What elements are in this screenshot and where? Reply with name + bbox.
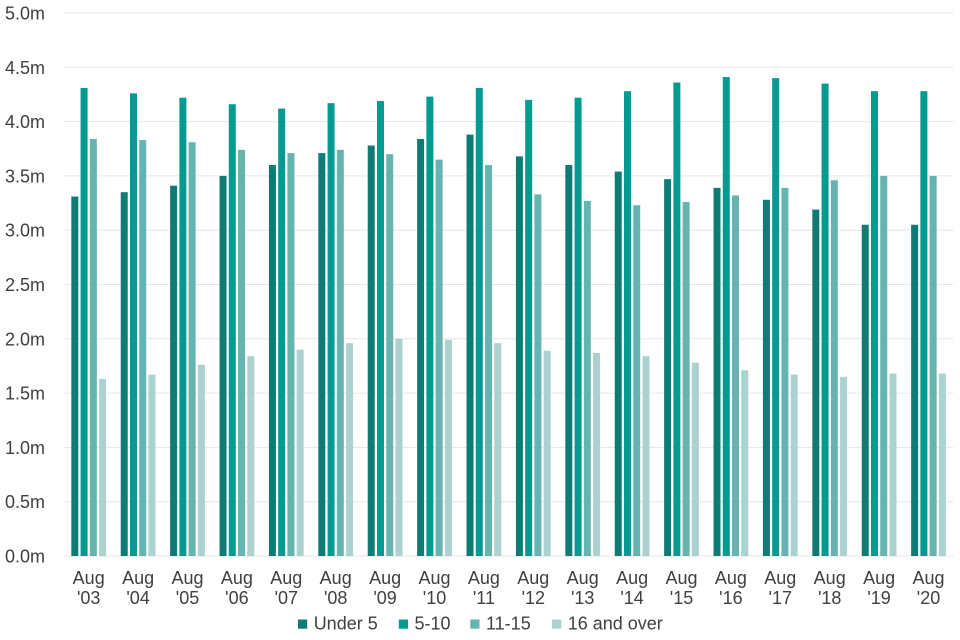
svg-text:Aug: Aug [517, 568, 549, 588]
svg-text:'06: '06 [225, 588, 248, 608]
svg-text:16 and over: 16 and over [568, 614, 663, 634]
svg-text:4.0m: 4.0m [5, 112, 45, 132]
svg-text:'13: '13 [571, 588, 594, 608]
svg-text:Aug: Aug [320, 568, 352, 588]
svg-text:'03: '03 [77, 588, 100, 608]
svg-text:Aug: Aug [665, 568, 697, 588]
svg-text:5-10: 5-10 [415, 614, 451, 634]
svg-text:'09: '09 [373, 588, 396, 608]
svg-text:Aug: Aug [764, 568, 796, 588]
svg-text:'04: '04 [126, 588, 149, 608]
svg-text:0.5m: 0.5m [5, 492, 45, 512]
svg-text:'14: '14 [620, 588, 643, 608]
svg-text:'19: '19 [867, 588, 890, 608]
svg-text:11-15: 11-15 [486, 614, 531, 634]
svg-text:Aug: Aug [616, 568, 648, 588]
svg-text:'20: '20 [917, 588, 940, 608]
svg-text:Aug: Aug [73, 568, 105, 588]
svg-text:'05: '05 [176, 588, 199, 608]
svg-text:1.0m: 1.0m [5, 438, 45, 458]
svg-text:Aug: Aug [171, 568, 203, 588]
svg-text:Aug: Aug [369, 568, 401, 588]
svg-text:1.5m: 1.5m [5, 384, 45, 404]
svg-text:Aug: Aug [912, 568, 944, 588]
svg-text:'11: '11 [473, 588, 495, 608]
svg-text:Aug: Aug [418, 568, 450, 588]
svg-text:Aug: Aug [122, 568, 154, 588]
svg-text:4.5m: 4.5m [5, 58, 45, 78]
svg-text:Aug: Aug [814, 568, 846, 588]
svg-text:Aug: Aug [567, 568, 599, 588]
svg-text:Aug: Aug [863, 568, 895, 588]
svg-text:2.0m: 2.0m [5, 329, 45, 349]
svg-text:'10: '10 [423, 588, 446, 608]
svg-text:'12: '12 [522, 588, 545, 608]
svg-text:'07: '07 [275, 588, 298, 608]
svg-text:'16: '16 [719, 588, 742, 608]
svg-text:'18: '18 [818, 588, 841, 608]
svg-text:3.5m: 3.5m [5, 166, 45, 186]
svg-text:Aug: Aug [468, 568, 500, 588]
svg-text:5.0m: 5.0m [5, 4, 45, 24]
svg-text:Aug: Aug [270, 568, 302, 588]
svg-text:2.5m: 2.5m [5, 275, 45, 295]
svg-text:'15: '15 [670, 588, 693, 608]
svg-text:'17: '17 [769, 588, 792, 608]
svg-text:0.0m: 0.0m [5, 547, 45, 567]
svg-text:'08: '08 [324, 588, 347, 608]
svg-text:Aug: Aug [221, 568, 253, 588]
svg-text:Aug: Aug [715, 568, 747, 588]
svg-text:Under 5: Under 5 [314, 614, 378, 634]
svg-text:3.0m: 3.0m [5, 221, 45, 241]
